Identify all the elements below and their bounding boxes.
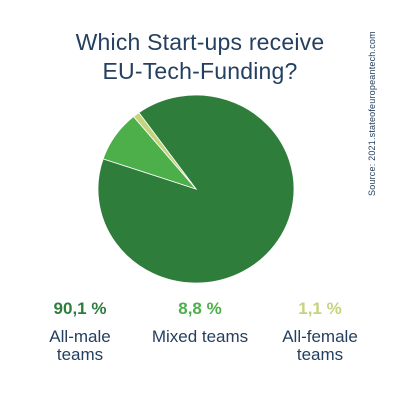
source-note: Source: 2021.stateofeuropeantech.com <box>367 31 377 196</box>
slice-name-all-male: All-male teams <box>20 328 140 364</box>
slice-name-all-male-line-1: All-male <box>49 327 111 346</box>
slice-name-all-female-line-1: All-female <box>282 327 358 346</box>
slice-name-all-male-line-2: teams <box>56 345 104 364</box>
slice-name-all-female-line-2: teams <box>296 345 344 364</box>
legend-item-all-female: 1,1 % All-female teams <box>260 298 380 364</box>
pie-chart <box>97 94 295 284</box>
title-line-2: EU-Tech-Funding? <box>102 58 298 84</box>
slice-name-mixed-line-1: Mixed teams <box>151 327 249 346</box>
pie-slice-all-female <box>132 112 197 190</box>
legend-item-all-male: 90,1 % All-male teams <box>20 298 140 364</box>
slice-name-all-female: All-female teams <box>260 328 380 364</box>
slice-label-all-male: 90,1 % <box>53 299 107 318</box>
slice-name-mixed: Mixed teams <box>140 328 260 346</box>
slice-label-mixed: 8,8 % <box>178 299 222 318</box>
legend-item-mixed: 8,8 % Mixed teams <box>140 298 260 346</box>
slice-label-all-female: 1,1 % <box>298 299 342 318</box>
title-line-1: Which Start-ups receive <box>75 29 325 55</box>
chart-title: Which Start-ups receive EU-Tech-Funding? <box>0 28 400 86</box>
